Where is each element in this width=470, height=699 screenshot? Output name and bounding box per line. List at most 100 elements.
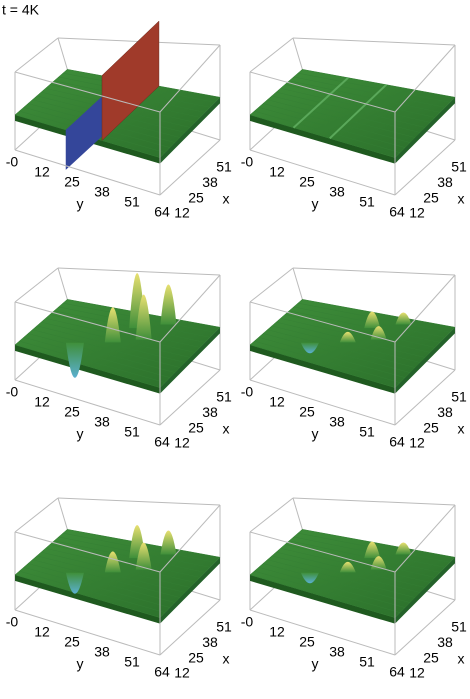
surface-mesh [284, 314, 436, 348]
box-edge [249, 379, 396, 426]
x-axis-label: x [223, 651, 230, 667]
box-edge [292, 497, 456, 506]
peak [364, 541, 381, 559]
surface [250, 574, 395, 624]
surface-mesh [19, 340, 166, 383]
x-tick-label: 25 [188, 189, 204, 205]
box-edge [14, 531, 161, 573]
ridge [292, 76, 349, 129]
x-tick-label: 12 [174, 435, 190, 451]
box-edge [394, 139, 456, 196]
y-tick-label: 51 [124, 654, 140, 670]
box-edge [14, 497, 59, 533]
box-edge [249, 71, 396, 113]
surface-mesh [280, 88, 431, 123]
x-tick-label: 51 [451, 619, 467, 635]
x-axis-label: x [223, 421, 230, 437]
surface-mesh [258, 107, 406, 148]
box-edge [14, 267, 59, 303]
peak [339, 561, 356, 573]
surface [15, 344, 160, 394]
y-tick-label: -0 [6, 384, 19, 400]
box-edge [14, 149, 161, 196]
surface-mesh [32, 559, 181, 598]
y-tick-label: 51 [359, 194, 375, 210]
surface-mesh [49, 544, 201, 578]
y-tick-label: 64 [154, 664, 170, 680]
box-edge [394, 369, 456, 426]
box-edge [292, 267, 456, 276]
y-axis-label: y [312, 426, 319, 442]
surface-mesh [254, 110, 401, 153]
y-axis-label: y [77, 426, 84, 442]
y-tick-label: 38 [329, 644, 345, 660]
ridge [329, 83, 387, 140]
x-axis-label: x [458, 651, 465, 667]
surface-mesh [280, 548, 431, 583]
surface-mesh [254, 340, 401, 383]
surface-mesh [258, 337, 406, 378]
peak [160, 530, 177, 555]
dip [65, 342, 84, 378]
box-edge [159, 139, 221, 196]
box-edge [159, 504, 221, 573]
box-edge [14, 609, 161, 656]
surface-mesh [23, 567, 171, 608]
surface-mesh [289, 80, 441, 113]
surface-mesh [263, 103, 411, 143]
x-tick-label: 51 [451, 389, 467, 405]
x-tick-label: 51 [216, 159, 232, 175]
box-edge [249, 149, 396, 196]
box-edge [394, 274, 456, 343]
peak [395, 542, 412, 555]
y-tick-label: 12 [34, 624, 50, 640]
y-tick-label: 64 [389, 434, 405, 450]
surface-mesh [267, 99, 416, 138]
y-tick-label: 25 [299, 174, 315, 190]
surface-mesh [280, 318, 431, 353]
x-axis-label: x [223, 191, 230, 207]
surface-mesh [263, 333, 411, 373]
y-tick-label: 25 [64, 174, 80, 190]
dip [300, 572, 319, 584]
box-edge [14, 71, 161, 113]
x-tick-label: 38 [202, 404, 218, 420]
box-edge [159, 599, 221, 656]
peak [364, 311, 381, 329]
x-tick-label: 38 [202, 174, 218, 190]
surface [160, 557, 220, 624]
x-tick-label: 12 [409, 435, 425, 451]
x-tick-label: 38 [437, 634, 453, 650]
surface-mesh [28, 333, 176, 373]
box-edge [14, 379, 161, 426]
y-tick-label: 38 [329, 414, 345, 430]
x-tick-label: 38 [437, 174, 453, 190]
x-tick-label: 38 [437, 404, 453, 420]
box-edge [159, 369, 221, 426]
slab [101, 20, 160, 142]
y-tick-label: 12 [269, 624, 285, 640]
y-tick-label: 12 [34, 394, 50, 410]
x-tick-label: 25 [423, 419, 439, 435]
y-tick-label: 25 [64, 634, 80, 650]
box-edge [249, 37, 294, 73]
y-tick-label: 38 [329, 184, 345, 200]
y-axis-label: y [312, 196, 319, 212]
y-tick-label: -0 [6, 154, 19, 170]
surface-mesh [49, 314, 201, 348]
surface-mesh [284, 84, 436, 118]
surface-mesh [276, 91, 426, 128]
surface [395, 327, 455, 394]
box-edge [394, 44, 456, 113]
dip [65, 572, 84, 594]
y-tick-label: -0 [6, 614, 19, 630]
surface-mesh [28, 563, 176, 603]
surface-mesh [45, 318, 196, 353]
surface-mesh [263, 563, 411, 603]
surface [160, 327, 220, 394]
